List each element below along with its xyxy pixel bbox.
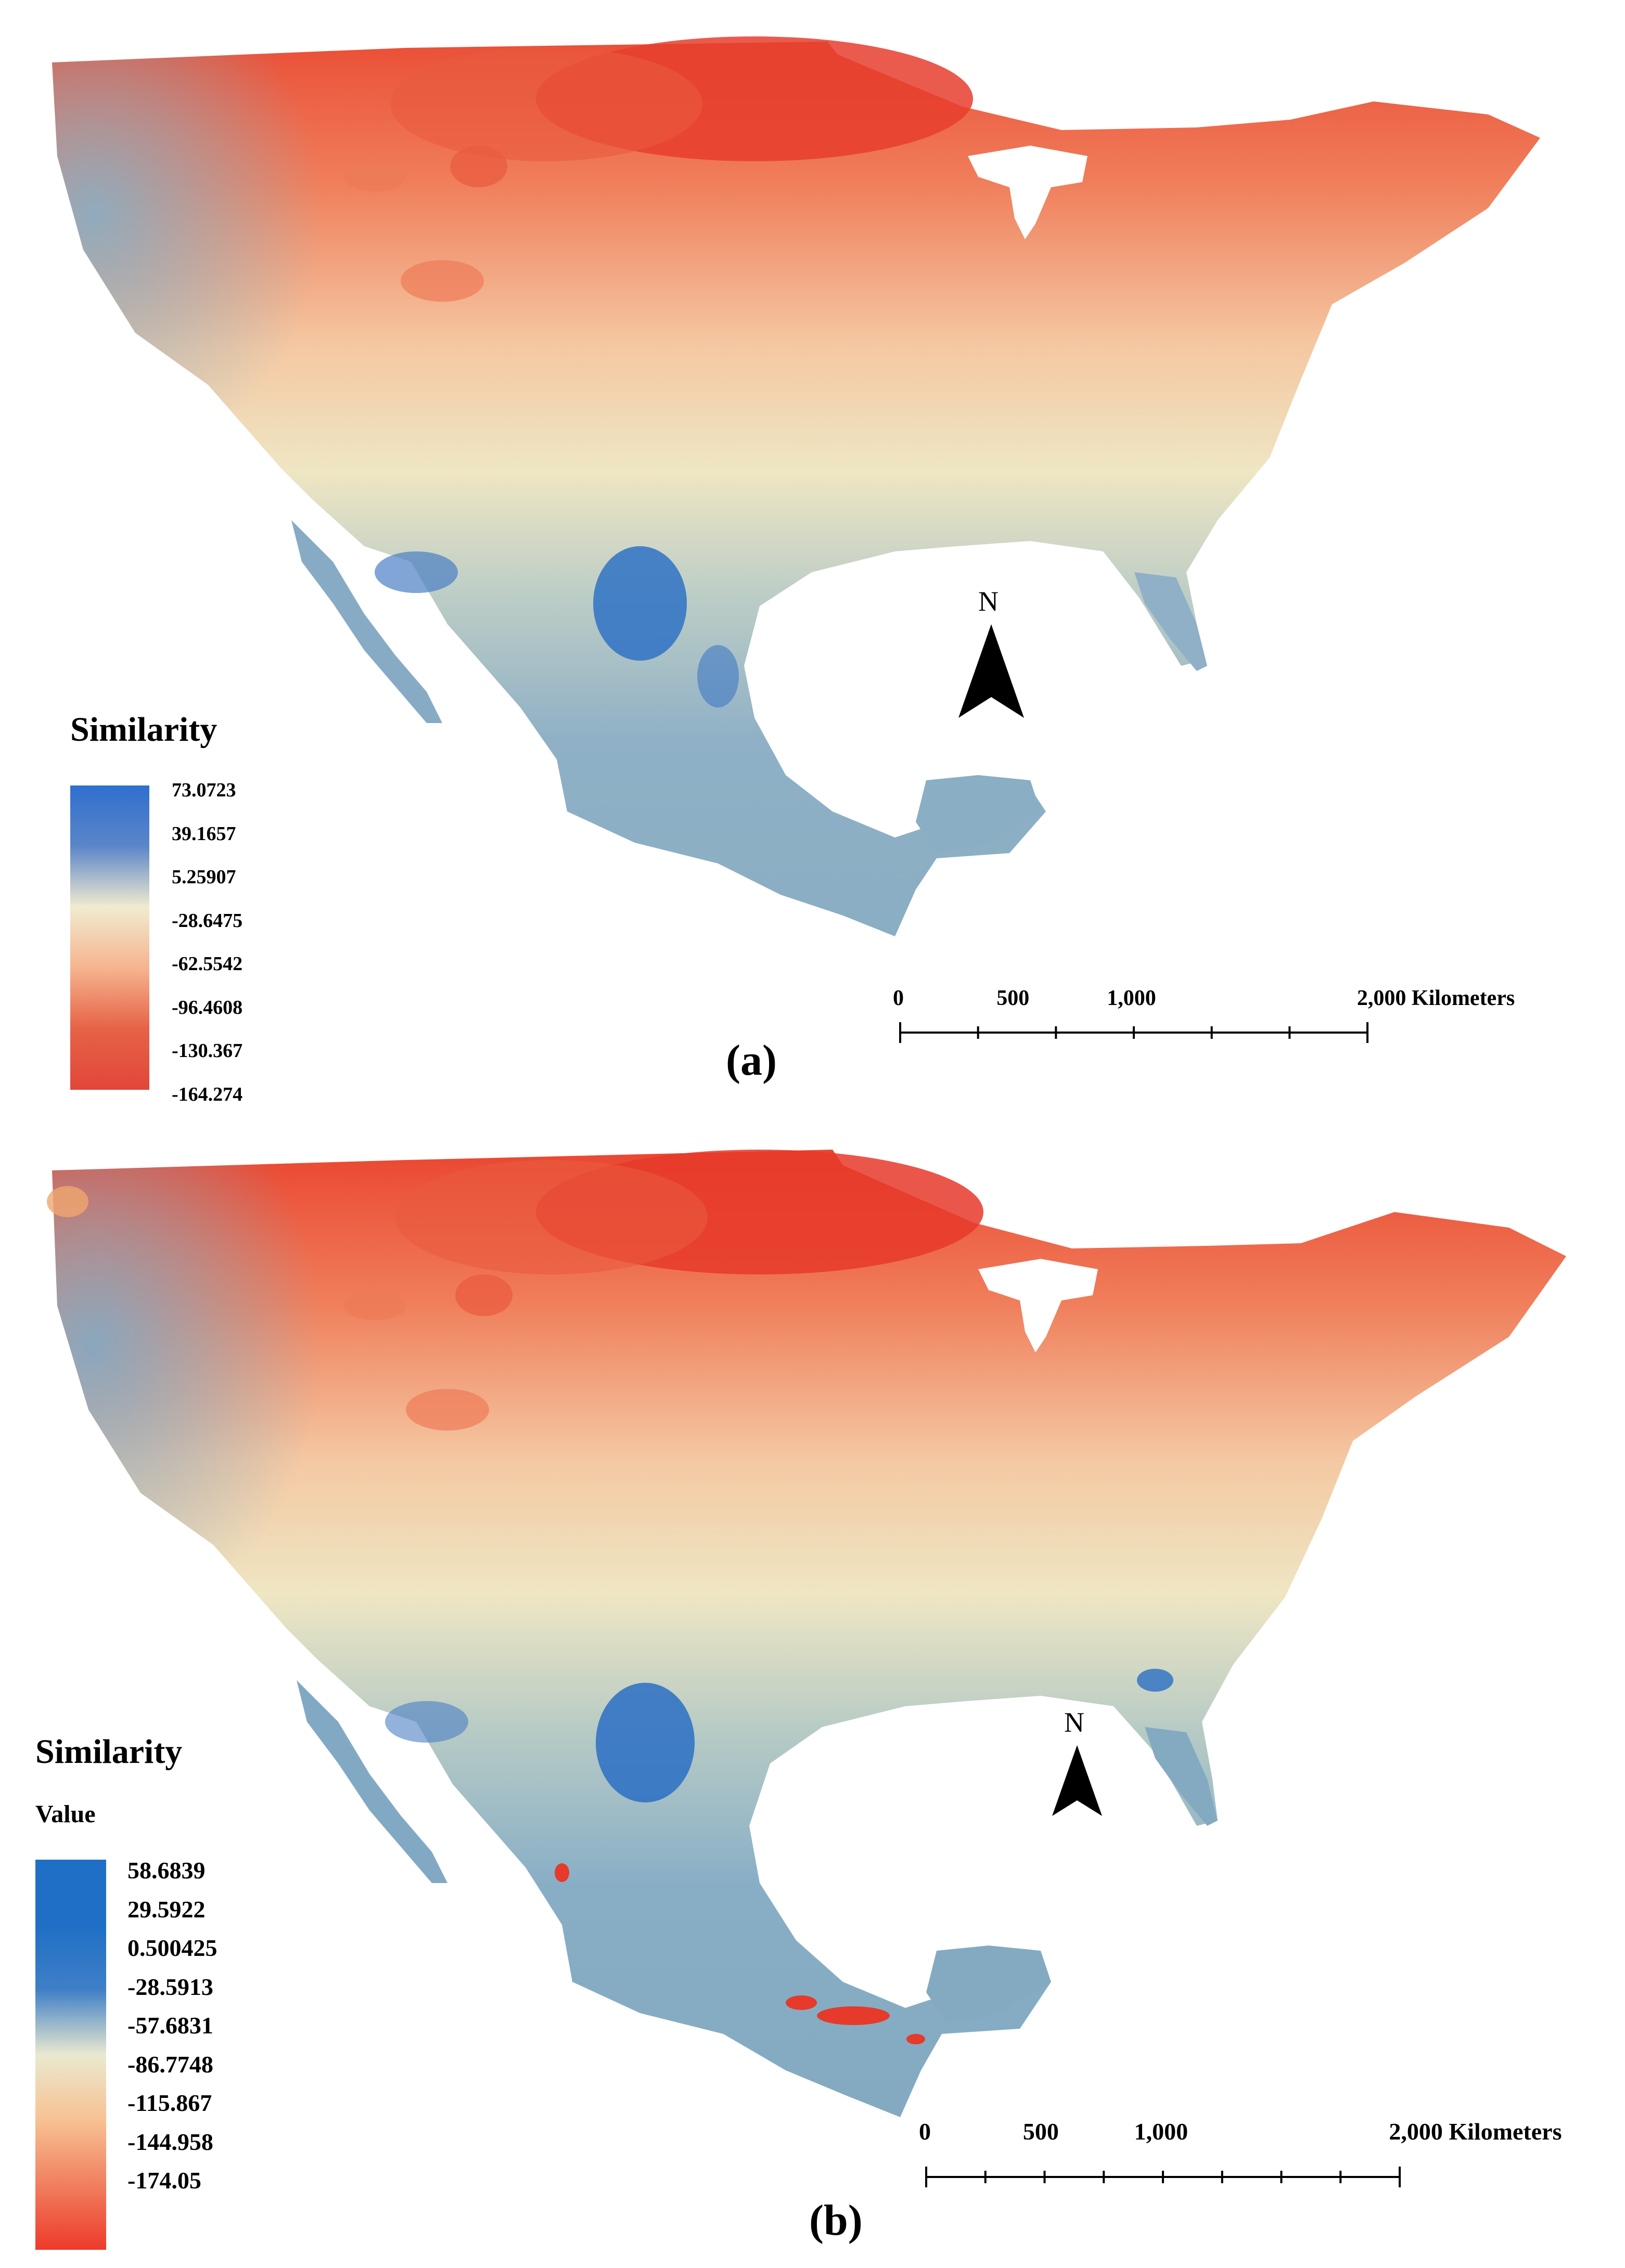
legend-value: 5.25907 (172, 866, 236, 888)
legend-value: 29.5922 (127, 1896, 206, 1923)
north-arrow-label: N (978, 586, 999, 617)
legend-subtitle: Value (35, 1800, 96, 1828)
similarity-map-a (52, 36, 1540, 936)
legend-value: -28.5913 (127, 1973, 213, 2000)
legend-color-ramp (70, 785, 149, 1090)
legend-value: 39.1657 (172, 822, 236, 845)
panel-label: (a) (726, 1036, 777, 1085)
panel-label: (b) (809, 2196, 863, 2245)
north-arrow-icon (1052, 1745, 1102, 1816)
scale-bar-label: 0 (893, 986, 904, 1010)
florida-a (1134, 572, 1207, 671)
scale-bar-line (925, 2167, 1401, 2187)
scale-bar-label: 500 (996, 986, 1030, 1010)
map-panel-a: Similarity 73.0723 39.1657 5.25907 -28.6475… (0, 0, 1625, 1113)
legend-value: -115.867 (127, 2090, 212, 2116)
north-arrow-label: N (1064, 1707, 1084, 1738)
legend-color-ramp (35, 1860, 106, 2250)
legend-value: -174.05 (127, 2167, 201, 2194)
scale-bar-line (899, 1022, 1368, 1043)
scale-bar-label: 500 (1022, 2118, 1059, 2145)
legend-value: -62.5542 (172, 953, 243, 975)
legend-title: Similarity (35, 1733, 183, 1771)
great-lakes-b (978, 1259, 1098, 1352)
scale-bar-label: 1,000 (1107, 986, 1156, 1010)
north-arrow-icon (958, 624, 1024, 718)
florida-b (1145, 1727, 1218, 1826)
scale-bar-label: 1,000 (1134, 2118, 1188, 2145)
great-lakes-a (968, 146, 1087, 239)
scale-bar-label: 0 (919, 2118, 931, 2145)
baja-peninsula-a (291, 520, 442, 723)
legend-value: -86.7748 (127, 2051, 213, 2078)
legend-value: -96.4608 (172, 996, 243, 1019)
legend-value: 0.500425 (127, 1935, 217, 1961)
legend-title: Similarity (70, 711, 217, 749)
similarity-map-b (47, 1150, 1566, 2117)
yucatan-a (916, 775, 1041, 853)
legend-value: -57.6831 (127, 2012, 213, 2039)
baja-peninsula-b (297, 1680, 447, 1883)
yucatan-b (926, 1945, 1051, 2024)
legend-value: 58.6839 (127, 1857, 206, 1884)
legend-value: -144.958 (127, 2128, 213, 2155)
legend-value: -164.274 (172, 1083, 243, 1105)
legend-value: -130.367 (172, 1040, 243, 1062)
scale-bar-label: 2,000 Kilometers (1389, 2118, 1562, 2145)
legend-value: 73.0723 (172, 779, 236, 801)
scale-bar-label: 2,000 Kilometers (1357, 986, 1515, 1010)
map-panel-b: Similarity Value 58.6839 29.5922 0.500425 -… (0, 1139, 1625, 2268)
legend-value: -28.6475 (172, 909, 243, 932)
